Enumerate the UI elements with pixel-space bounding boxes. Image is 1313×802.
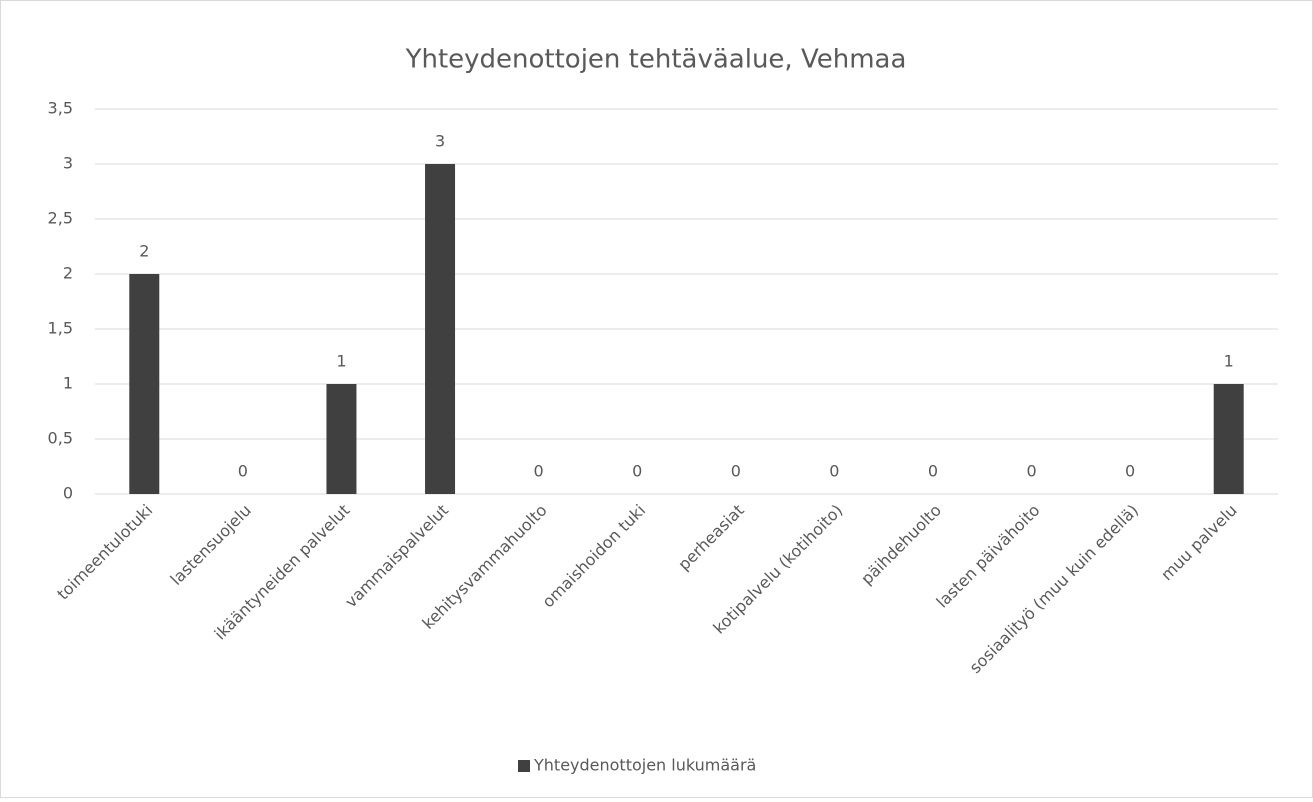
data-label: 3 <box>435 132 445 151</box>
bar <box>1213 384 1244 494</box>
y-tick-label: 3,5 <box>48 99 73 118</box>
y-tick-label: 2 <box>63 264 73 283</box>
data-label: 0 <box>534 462 544 481</box>
data-label: 1 <box>1224 352 1234 371</box>
data-label: 0 <box>632 462 642 481</box>
data-label: 0 <box>238 462 248 481</box>
legend-swatch <box>518 760 530 772</box>
y-tick-label: 0,5 <box>48 429 73 448</box>
bar <box>425 164 456 494</box>
y-tick-label: 2,5 <box>48 209 73 228</box>
bar <box>129 274 160 494</box>
y-tick-label: 3 <box>63 154 73 173</box>
data-label: 0 <box>928 462 938 481</box>
data-label: 0 <box>1026 462 1036 481</box>
data-label: 2 <box>139 242 149 261</box>
y-tick-label: 0 <box>63 484 73 503</box>
data-label: 0 <box>829 462 839 481</box>
chart-title: Yhteydenottojen tehtäväalue, Vehmaa <box>405 45 907 75</box>
y-tick-label: 1 <box>63 374 73 393</box>
y-tick-label: 1,5 <box>48 319 73 338</box>
data-label: 1 <box>336 352 346 371</box>
data-label: 0 <box>1125 462 1135 481</box>
data-label: 0 <box>731 462 741 481</box>
bar <box>326 384 357 494</box>
legend-label: Yhteydenottojen lukumäärä <box>533 756 756 775</box>
